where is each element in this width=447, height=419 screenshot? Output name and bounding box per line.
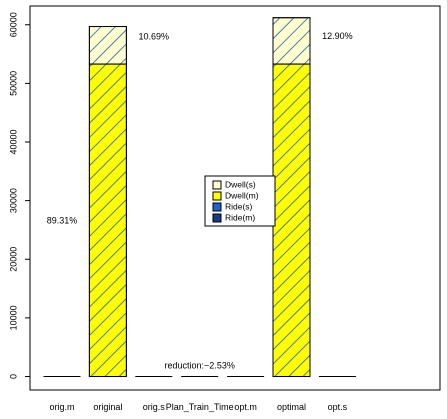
annotation-label: 89.31% <box>47 216 78 226</box>
annotation-label: 10.69% <box>139 31 170 41</box>
x-tick-label: orig.s <box>143 402 166 412</box>
x-tick-label: optimal <box>277 402 306 412</box>
x-tick-label: orig.m <box>49 402 74 412</box>
x-tick-label: opt.m <box>234 402 257 412</box>
legend-label: Dwell(s) <box>225 179 256 189</box>
bar-hatch-dwell-m <box>88 63 127 378</box>
y-tick-label: 30000 <box>8 188 18 213</box>
bar-hatch-dwell-s <box>88 26 127 65</box>
legend-swatch <box>212 191 222 201</box>
annotation-label: 12.90% <box>322 31 353 41</box>
annotation-label: reduction:−2.53% <box>165 360 235 370</box>
y-tick-label: 20000 <box>8 247 18 272</box>
y-axis: 0 10000 20000 30000 40000 50000 60000 <box>8 12 31 379</box>
y-tick-label: 50000 <box>8 71 18 96</box>
y-tick-label: 10000 <box>8 305 18 330</box>
legend-swatch <box>212 213 222 223</box>
legend-swatch <box>212 202 222 212</box>
bar-hatch-dwell-s <box>272 17 311 65</box>
legend-label: Ride(s) <box>225 201 253 211</box>
bar-hatch-dwell-m <box>272 63 311 378</box>
x-tick-label: opt.s <box>328 402 348 412</box>
x-tick-label: original <box>93 402 122 412</box>
y-tick-label: 40000 <box>8 129 18 154</box>
x-tick-label: Plan_Train_Time <box>166 402 234 412</box>
legend: Dwell(s)Dwell(m)Ride(s)Ride(m) <box>204 175 276 227</box>
x-axis: orig.m original orig.s Plan_Train_Time opt.m… <box>49 402 347 412</box>
y-tick-label: 0 <box>8 374 18 379</box>
bars <box>43 17 356 378</box>
y-tick-label: 60000 <box>8 12 18 37</box>
legend-label: Ride(m) <box>225 212 255 222</box>
legend-label: Dwell(m) <box>225 190 259 200</box>
legend-swatch <box>212 180 222 190</box>
